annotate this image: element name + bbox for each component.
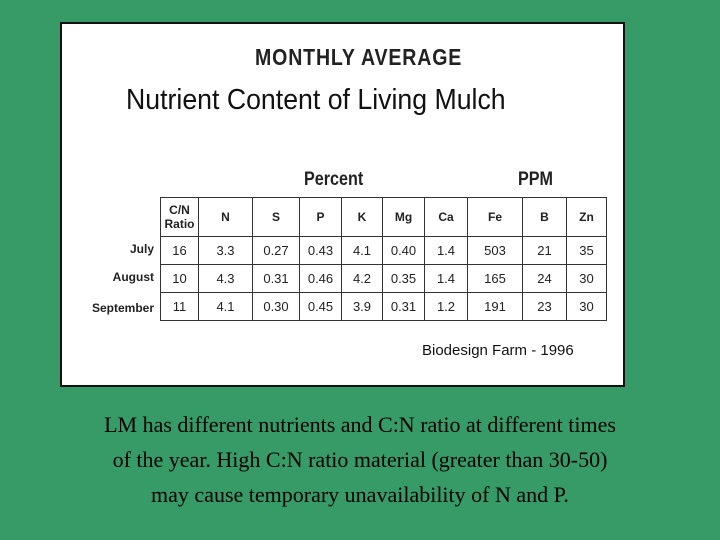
table-cell: 0.35: [382, 264, 425, 293]
table-cell: 0.27: [252, 236, 300, 265]
table-cell: 0.40: [382, 236, 425, 265]
table-row: 11 4.1 0.30 0.45 3.9 0.31 1.2 191 23 30: [160, 292, 607, 321]
table-cell: 4.2: [341, 264, 383, 293]
table-cell: 21: [522, 236, 567, 265]
column-header: B: [522, 197, 567, 237]
table-row: 10 4.3 0.31 0.46 4.2 0.35 1.4 165 24 30: [160, 264, 607, 293]
table-cell: 503: [467, 236, 523, 265]
row-label: August: [112, 270, 154, 284]
table-cell: 191: [467, 292, 523, 321]
column-header: Fe: [467, 197, 523, 237]
column-header: Zn: [566, 197, 607, 237]
table-cell: 3.3: [198, 236, 253, 265]
table-cell: 0.46: [299, 264, 342, 293]
table-cell: 0.31: [382, 292, 425, 321]
caption-line: LM has different nutrients and C:N ratio…: [104, 412, 616, 437]
table-cell: 11: [160, 292, 199, 321]
group-label: Percent: [304, 169, 364, 190]
table-cell: 0.30: [252, 292, 300, 321]
table-cell: 30: [566, 264, 607, 293]
header-row: C/N Ratio N S P K Mg Ca Fe B Zn: [160, 197, 607, 237]
figure: MONTHLY AVERAGE Nutrient Content of Livi…: [60, 22, 625, 387]
column-header: S: [252, 197, 300, 237]
column-header: N: [198, 197, 253, 237]
table-cell: 3.9: [341, 292, 383, 321]
table-cell: 23: [522, 292, 567, 321]
table-cell: 4.1: [198, 292, 253, 321]
data-table: C/N Ratio N S P K Mg Ca Fe B Zn 16 3.3 0.27 0.43 4.1 0.…: [160, 197, 607, 321]
table-cell: 165: [467, 264, 523, 293]
table-cell: 4.3: [198, 264, 253, 293]
table-cell: 4.1: [341, 236, 383, 265]
table-cell: 0.31: [252, 264, 300, 293]
table-row: 16 3.3 0.27 0.43 4.1 0.40 1.4 503 21 35: [160, 236, 607, 265]
column-header: P: [299, 197, 342, 237]
figure-title: Nutrient Content of Living Mulch: [126, 84, 506, 116]
column-header: Mg: [382, 197, 425, 237]
table-cell: 0.43: [299, 236, 342, 265]
figure-subtitle: MONTHLY AVERAGE: [255, 44, 463, 70]
group-label: PPM: [518, 169, 554, 190]
source-note: Biodesign Farm - 1996: [422, 342, 574, 359]
caption-line: may cause temporary unavailability of N …: [151, 482, 569, 507]
table-cell: 1.4: [424, 236, 468, 265]
table-cell: 0.45: [299, 292, 342, 321]
column-header: Ca: [424, 197, 468, 237]
table-cell: 1.4: [424, 264, 468, 293]
table-cell: 16: [160, 236, 199, 265]
column-header: C/N Ratio: [160, 197, 199, 237]
row-label: September: [91, 301, 154, 315]
table-cell: 30: [566, 292, 607, 321]
table-cell: 10: [160, 264, 199, 293]
table-cell: 1.2: [424, 292, 468, 321]
column-header: K: [341, 197, 383, 237]
caption-line: of the year. High C:N ratio material (gr…: [112, 447, 608, 472]
row-label: July: [129, 242, 154, 256]
table-cell: 35: [566, 236, 607, 265]
table-cell: 24: [522, 264, 567, 293]
